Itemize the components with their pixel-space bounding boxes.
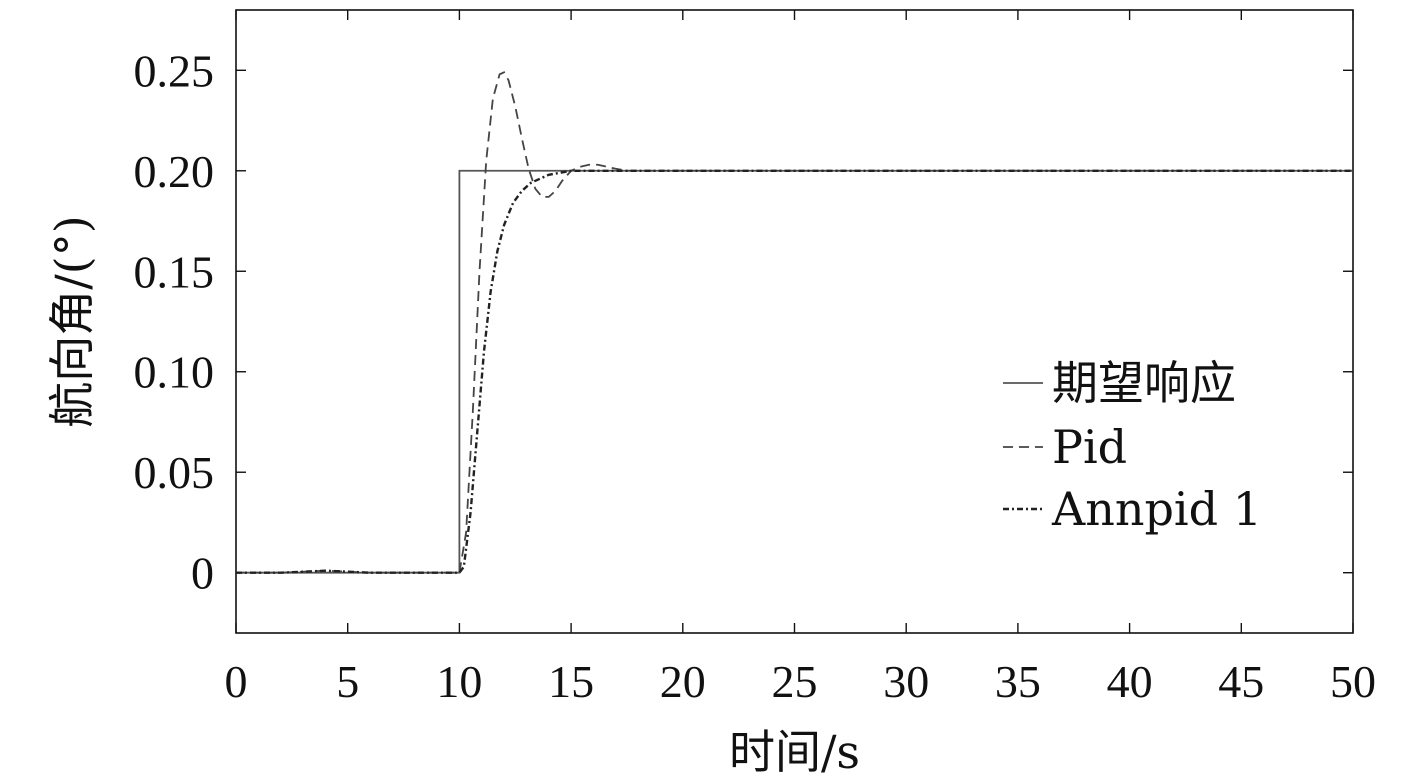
x-tick-label: 20 [660,656,706,707]
x-axis: 0 5 10 15 20 25 30 35 40 45 50 [225,10,1376,707]
y-tick-label: 0.20 [134,146,215,197]
x-tick-label: 40 [1107,656,1153,707]
x-tick-label: 0 [225,656,248,707]
legend-label: 期望响应 [1052,356,1236,410]
x-tick-label: 45 [1218,656,1264,707]
x-tick-label: 15 [548,656,594,707]
y-tick-label: 0.25 [134,45,215,96]
y-axis-label: 航向角/(°) [45,215,99,427]
plot-frame [235,9,1354,634]
y-tick-label: 0 [191,548,214,599]
legend: 期望响应 Pid Annpid 1 [1003,356,1262,536]
y-axis: 0 0.05 0.10 0.15 0.20 0.25 [134,45,1353,599]
y-tick-label: 0.15 [134,246,215,297]
x-tick-label: 10 [436,656,482,707]
series-layer [236,71,1353,574]
series-line-3 [236,169,1353,574]
x-tick-label: 30 [883,656,929,707]
x-tick-label: 25 [772,656,818,707]
legend-label: Pid [1052,420,1127,474]
legend-label: Annpid 1 [1051,482,1262,536]
x-axis-label: 时间/s [729,725,860,779]
x-tick-label: 50 [1330,656,1376,707]
y-tick-label: 0.05 [134,447,215,498]
x-tick-label: 5 [336,656,359,707]
x-tick-label: 35 [995,656,1041,707]
plot-area [235,9,1354,634]
y-tick-label: 0.10 [134,347,215,398]
